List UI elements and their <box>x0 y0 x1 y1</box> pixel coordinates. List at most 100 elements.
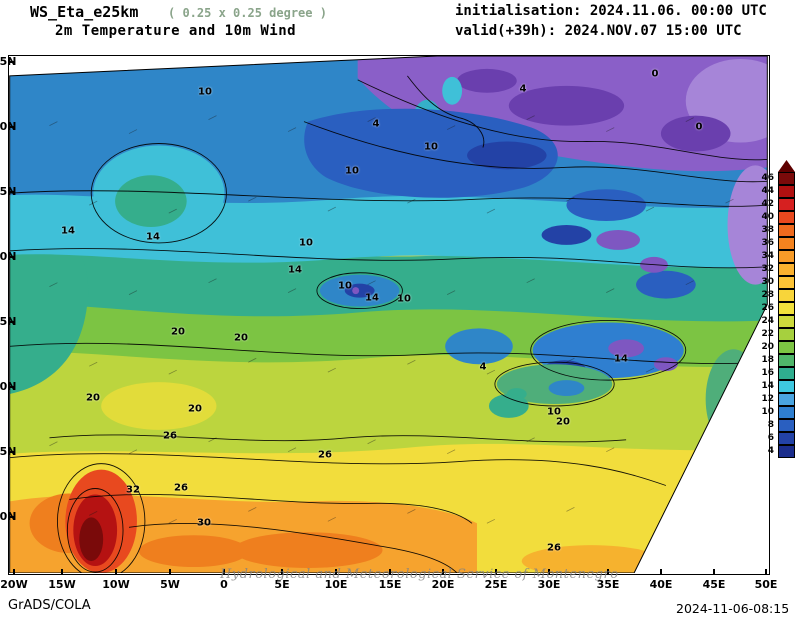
temperature-map <box>9 56 768 573</box>
lon-label: 35E <box>596 578 620 591</box>
lon-label: 10W <box>102 578 130 591</box>
lat-label: 40N <box>0 380 17 393</box>
wind-barbs <box>49 115 734 524</box>
contour-label: 10 <box>299 237 313 249</box>
contour-label: 0 <box>651 68 659 80</box>
lat-tick <box>9 451 15 453</box>
lon-label: 25E <box>484 578 508 591</box>
colorbar-value: 10 <box>761 407 774 417</box>
colorbar-box <box>778 302 795 315</box>
colorbar-box <box>778 263 795 276</box>
lon-label: 20E <box>431 578 455 591</box>
colorbar-box <box>778 445 795 458</box>
contour-label: 10 <box>424 141 438 153</box>
model-title: WS_Eta_e25km <box>30 3 139 21</box>
colorbar-box <box>778 198 795 211</box>
contour-label: 26 <box>163 430 177 442</box>
colorbar-box <box>778 315 795 328</box>
colorbar-value: 18 <box>761 355 774 365</box>
lon-label: 20W <box>0 578 28 591</box>
colorbar-box <box>778 211 795 224</box>
lon-label: 15E <box>378 578 402 591</box>
lat-tick <box>9 321 15 323</box>
colorbar-value: 12 <box>761 394 774 404</box>
contour-label: 10 <box>338 280 352 292</box>
lon-label: 15W <box>48 578 76 591</box>
lon-tick <box>548 569 550 575</box>
colorbar-value: 26 <box>761 303 774 313</box>
lon-label: 10E <box>324 578 348 591</box>
colorbar-box <box>778 185 795 198</box>
colorbar-arrow-icon <box>778 160 795 172</box>
lon-tick <box>607 569 609 575</box>
contour-label: 14 <box>146 231 160 243</box>
contour-label: 20 <box>188 403 202 415</box>
lat-label: 30N <box>0 510 17 523</box>
contour-label: 10 <box>547 406 561 418</box>
lon-tick <box>281 569 283 575</box>
colorbar-value: 14 <box>761 381 774 391</box>
contour-label: 32 <box>126 484 140 496</box>
lon-label: 5W <box>160 578 180 591</box>
creation-timestamp: 2024-11-06-08:15 <box>676 601 790 616</box>
colorbar-box <box>778 224 795 237</box>
contour-label: 4 <box>519 83 527 95</box>
colorbar-value: 4 <box>767 446 774 456</box>
colorbar-box <box>778 354 795 367</box>
lon-tick <box>442 569 444 575</box>
lat-tick <box>9 386 15 388</box>
grid-resolution: ( 0.25 x 0.25 degree ) <box>168 6 327 20</box>
contour-label: 0 <box>695 121 703 133</box>
colorbar-value: 20 <box>761 342 774 352</box>
lon-label: 40E <box>649 578 673 591</box>
contour-label: 10 <box>198 86 212 98</box>
lat-label: 50N <box>0 250 17 263</box>
lon-tick <box>115 569 117 575</box>
lon-label: 0 <box>220 578 228 591</box>
colorbar-box <box>778 250 795 263</box>
lon-tick <box>660 569 662 575</box>
contour-label: 4 <box>479 361 487 373</box>
contour-label: 30 <box>197 517 211 529</box>
lon-tick <box>169 569 171 575</box>
lat-tick <box>9 191 15 193</box>
lon-tick <box>13 569 15 575</box>
colorbar-value: 44 <box>761 186 774 196</box>
lon-tick <box>713 569 715 575</box>
grads-credit: GrADS/COLA <box>8 598 91 613</box>
contour-label: 14 <box>288 264 302 276</box>
colorbar-box <box>778 172 795 185</box>
contour-label: 10 <box>345 165 359 177</box>
colorbar-box <box>778 393 795 406</box>
colorbar-value: 42 <box>761 199 774 209</box>
colorbar-value: 30 <box>761 277 774 287</box>
lon-label: 5E <box>274 578 290 591</box>
map-frame <box>8 55 770 575</box>
colorbar-box <box>778 341 795 354</box>
contour-label: 4 <box>372 118 380 130</box>
colorbar-box <box>778 419 795 432</box>
lon-tick <box>389 569 391 575</box>
colorbar-box <box>778 328 795 341</box>
colorbar-box <box>778 432 795 445</box>
colorbar-value: 38 <box>761 225 774 235</box>
colorbar-value: 46 <box>761 173 774 183</box>
contour-label: 26 <box>318 449 332 461</box>
initialisation-time: initialisation: 2024.11.06. 00:00 UTC <box>455 3 767 19</box>
colorbar-box <box>778 289 795 302</box>
contour-label: 20 <box>234 332 248 344</box>
colorbar-value: 6 <box>767 433 774 443</box>
lat-tick <box>9 516 15 518</box>
map-domain-outline <box>9 56 768 573</box>
contour-label: 20 <box>86 392 100 404</box>
contour-lines <box>9 75 768 573</box>
lon-tick <box>335 569 337 575</box>
colorbar-value: 8 <box>767 420 774 430</box>
colorbar-value: 16 <box>761 368 774 378</box>
lon-tick <box>765 569 767 575</box>
colorbar-value: 32 <box>761 264 774 274</box>
watermark: Hydrological and Meteorological Service … <box>220 567 619 582</box>
colorbar-value: 40 <box>761 212 774 222</box>
lon-label: 30E <box>537 578 561 591</box>
